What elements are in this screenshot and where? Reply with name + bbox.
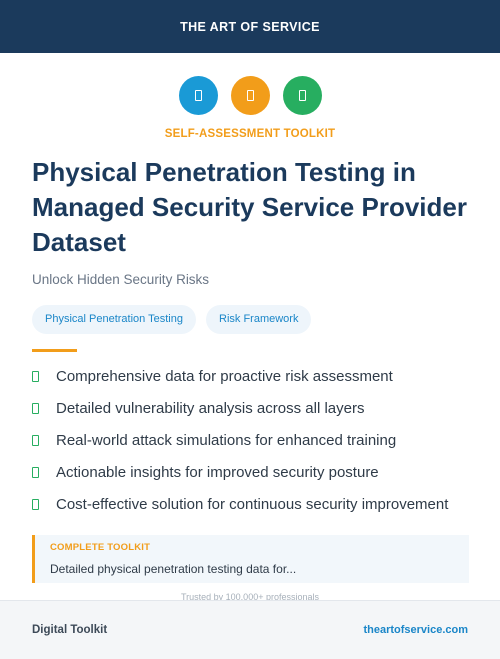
trusted-note: Trusted by 100,000+ professionals: [180, 592, 319, 600]
toolkit-callout: COMPLETE TOOLKIT Detailed physical penet…: [32, 535, 469, 583]
footer-label: Digital Toolkit: [32, 624, 108, 636]
feature-text: Cost-effective solution for continuous s…: [56, 496, 449, 513]
header-bar: THE ART OF SERVICE: [0, 0, 500, 53]
check-icon: [32, 435, 39, 446]
check-icon: [32, 371, 39, 382]
check-icon: [32, 467, 39, 478]
feature-text: Actionable insights for improved securit…: [56, 464, 379, 481]
tag-physical-penetration-testing[interactable]: Physical Penetration Testing: [32, 305, 196, 334]
footer-bar: Digital Toolkit theartofservice.com: [0, 600, 500, 659]
list-item: Actionable insights for improved securit…: [32, 463, 448, 495]
kicker-label: SELF-ASSESSMENT TOOLKIT: [164, 128, 336, 140]
feature-text: Real-world attack simulations for enhanc…: [56, 432, 397, 449]
feature-list: Comprehensive data for proactive risk as…: [32, 367, 448, 527]
website-link[interactable]: theartofservice.com: [363, 624, 468, 636]
section-divider: [32, 349, 77, 352]
tag-risk-framework[interactable]: Risk Framework: [206, 305, 312, 334]
list-item: Detailed vulnerability analysis across a…: [32, 399, 448, 431]
orange-box-icon: [230, 76, 270, 115]
check-icon: [32, 499, 39, 510]
blue-box-icon: [178, 76, 218, 115]
brand-name: THE ART OF SERVICE: [180, 19, 320, 34]
list-item: Comprehensive data for proactive risk as…: [32, 367, 448, 399]
callout-text: Detailed physical penetration testing da…: [50, 562, 297, 576]
check-icon: [32, 403, 39, 414]
list-item: Cost-effective solution for continuous s…: [32, 495, 448, 527]
subtitle: Unlock Hidden Security Risks: [32, 272, 210, 287]
icon-row: [0, 76, 500, 115]
page-title: Physical Penetration Testing in Managed …: [32, 157, 467, 257]
feature-text: Comprehensive data for proactive risk as…: [56, 368, 393, 385]
feature-text: Detailed vulnerability analysis across a…: [56, 400, 365, 417]
list-item: Real-world attack simulations for enhanc…: [32, 431, 448, 463]
tag-list: Physical Penetration Testing Risk Framew…: [32, 305, 312, 334]
green-box-icon: [282, 76, 322, 115]
callout-label: COMPLETE TOOLKIT: [50, 542, 151, 553]
